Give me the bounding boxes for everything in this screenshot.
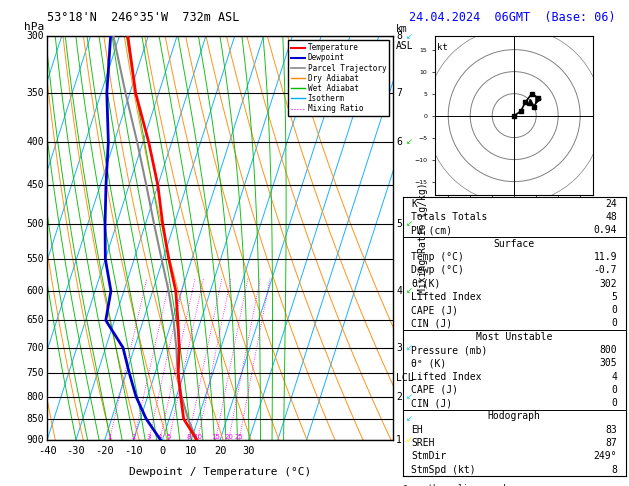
Text: LCL: LCL (396, 373, 414, 383)
Text: 1: 1 (108, 434, 112, 440)
Text: 0.94: 0.94 (593, 226, 617, 235)
Text: θᵉ (K): θᵉ (K) (411, 358, 447, 368)
Text: Temp (°C): Temp (°C) (411, 252, 464, 262)
Text: 11.9: 11.9 (593, 252, 617, 262)
Text: 302: 302 (599, 278, 617, 289)
Text: Pressure (mb): Pressure (mb) (411, 345, 488, 355)
Text: 25: 25 (235, 434, 243, 440)
Text: CAPE (J): CAPE (J) (411, 385, 459, 395)
Text: -40: -40 (38, 446, 57, 456)
Text: 10: 10 (185, 446, 198, 456)
Text: 5: 5 (611, 292, 617, 302)
Text: θᵉ(K): θᵉ(K) (411, 278, 441, 289)
Text: ↙: ↙ (405, 32, 413, 41)
Text: 3: 3 (147, 434, 151, 440)
Text: ↙: ↙ (405, 286, 413, 295)
Text: 8: 8 (396, 32, 402, 41)
Text: StmSpd (kt): StmSpd (kt) (411, 465, 476, 475)
Text: 300: 300 (26, 32, 44, 41)
Text: 850: 850 (26, 414, 44, 424)
Text: 2: 2 (396, 392, 402, 401)
Text: 7: 7 (396, 88, 402, 98)
Text: Lifted Index: Lifted Index (411, 292, 482, 302)
Text: 0: 0 (611, 385, 617, 395)
Text: 900: 900 (26, 435, 44, 445)
Text: ↙: ↙ (405, 343, 413, 352)
Text: 4: 4 (396, 286, 402, 296)
Text: 800: 800 (599, 345, 617, 355)
Text: Surface: Surface (494, 239, 535, 249)
Text: 500: 500 (26, 219, 44, 229)
Text: CIN (J): CIN (J) (411, 318, 453, 329)
Text: 83: 83 (605, 425, 617, 435)
Text: 600: 600 (26, 286, 44, 296)
Text: CAPE (J): CAPE (J) (411, 305, 459, 315)
Text: 30: 30 (243, 446, 255, 456)
Legend: Temperature, Dewpoint, Parcel Trajectory, Dry Adiabat, Wet Adiabat, Isotherm, Mi: Temperature, Dewpoint, Parcel Trajectory… (287, 40, 389, 116)
Text: ↙: ↙ (405, 138, 413, 147)
Text: Lifted Index: Lifted Index (411, 372, 482, 382)
Text: ↙: ↙ (405, 415, 413, 423)
Text: ↙: ↙ (405, 220, 413, 228)
Text: Dewp (°C): Dewp (°C) (411, 265, 464, 275)
Text: CIN (J): CIN (J) (411, 398, 453, 408)
Text: 400: 400 (26, 137, 44, 147)
Text: 249°: 249° (593, 451, 617, 461)
Text: 700: 700 (26, 343, 44, 352)
Text: 0: 0 (611, 305, 617, 315)
Text: 8: 8 (611, 465, 617, 475)
Text: 20: 20 (214, 446, 226, 456)
Text: 650: 650 (26, 315, 44, 325)
Text: Dewpoint / Temperature (°C): Dewpoint / Temperature (°C) (129, 467, 311, 477)
Text: Mixing Ratio (g/kg): Mixing Ratio (g/kg) (418, 182, 428, 294)
Text: Hodograph: Hodograph (487, 412, 541, 421)
Text: PW (cm): PW (cm) (411, 226, 453, 235)
Text: kt: kt (437, 43, 448, 52)
Text: km: km (396, 24, 408, 34)
Text: -10: -10 (125, 446, 143, 456)
Text: 24.04.2024  06GMT  (Base: 06): 24.04.2024 06GMT (Base: 06) (409, 11, 615, 24)
Text: 15: 15 (211, 434, 220, 440)
Text: 87: 87 (605, 438, 617, 448)
Text: © weatheronline.co.uk: © weatheronline.co.uk (403, 484, 508, 486)
Text: Totals Totals: Totals Totals (411, 212, 488, 222)
Text: 24: 24 (605, 199, 617, 209)
Text: 53°18'N  246°35'W  732m ASL: 53°18'N 246°35'W 732m ASL (47, 11, 240, 24)
Text: Most Unstable: Most Unstable (476, 332, 552, 342)
Text: 350: 350 (26, 88, 44, 98)
Text: SREH: SREH (411, 438, 435, 448)
Text: 5: 5 (167, 434, 171, 440)
Text: 750: 750 (26, 368, 44, 378)
Text: 10: 10 (193, 434, 203, 440)
Text: K: K (411, 199, 418, 209)
Text: -0.7: -0.7 (593, 265, 617, 275)
Text: EH: EH (411, 425, 423, 435)
Text: 8: 8 (186, 434, 191, 440)
Text: 800: 800 (26, 392, 44, 401)
Text: StmDir: StmDir (411, 451, 447, 461)
Text: 4: 4 (158, 434, 162, 440)
Text: ↙: ↙ (405, 392, 413, 401)
Text: hPa: hPa (24, 21, 44, 32)
Text: 1: 1 (396, 435, 402, 445)
Text: 550: 550 (26, 254, 44, 264)
Text: 305: 305 (599, 358, 617, 368)
Text: 0: 0 (611, 318, 617, 329)
Text: ASL: ASL (396, 41, 414, 52)
Text: 48: 48 (605, 212, 617, 222)
Text: 20: 20 (225, 434, 233, 440)
Text: -30: -30 (67, 446, 86, 456)
Text: 0: 0 (611, 398, 617, 408)
Text: 4: 4 (611, 372, 617, 382)
Text: 450: 450 (26, 180, 44, 191)
Text: -20: -20 (96, 446, 114, 456)
Text: 3: 3 (396, 343, 402, 352)
Text: 5: 5 (396, 219, 402, 229)
Text: ↙: ↙ (405, 435, 413, 444)
Text: 0: 0 (159, 446, 165, 456)
Text: 2: 2 (131, 434, 136, 440)
Text: 6: 6 (396, 137, 402, 147)
